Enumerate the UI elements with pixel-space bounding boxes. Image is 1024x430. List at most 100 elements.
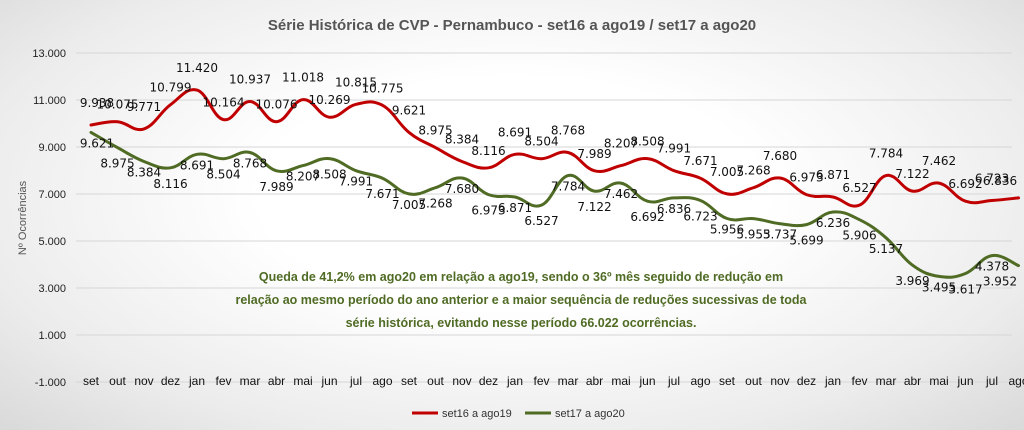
data-label-series-2: 6.723 <box>683 210 717 224</box>
data-label-series-2: 7.122 <box>577 200 611 214</box>
x-tick-label: jun <box>320 374 337 388</box>
y-tick-label: 3.000 <box>38 283 66 295</box>
chart-title: Série Histórica de CVP - Pernambuco - se… <box>268 17 756 34</box>
data-label-series-2: 7.680 <box>445 182 479 196</box>
data-label-series-1: 10.075 <box>97 98 139 112</box>
x-tick-label: mar <box>240 374 261 388</box>
data-label-series-2: 4.378 <box>975 260 1009 274</box>
data-label-series-2: 8.116 <box>153 177 187 191</box>
data-label-series-1: 9.938 <box>80 96 114 110</box>
data-label-series-1: 10.815 <box>335 75 377 89</box>
x-tick-label: jun <box>638 374 655 388</box>
data-label-series-1: 7.680 <box>763 149 797 163</box>
y-tick-label: 7.000 <box>38 189 66 201</box>
data-label-series-2: 5.137 <box>869 242 903 256</box>
x-tick-label: jun <box>956 374 973 388</box>
x-tick-label: jan <box>506 374 523 388</box>
data-label-series-2: 8.975 <box>100 157 134 171</box>
data-label-series-2: 8.508 <box>312 168 346 182</box>
data-label-series-1: 8.504 <box>524 135 558 149</box>
x-tick-label: set <box>719 374 736 388</box>
x-tick-label: jan <box>824 374 841 388</box>
data-label-series-1: 6.836 <box>983 174 1017 188</box>
data-label-series-2: 6.692 <box>630 210 664 224</box>
data-label-series-1: 6.871 <box>816 168 850 182</box>
data-label-series-1: 10.269 <box>309 93 351 107</box>
data-label-series-2: 3.495 <box>922 280 956 294</box>
y-tick-label: 11.000 <box>33 95 66 107</box>
y-tick-label: 9.000 <box>38 142 66 154</box>
x-tick-label: dez <box>479 374 498 388</box>
x-tick-label: out <box>745 374 762 388</box>
data-label-series-2: 7.462 <box>604 187 638 201</box>
data-label-series-2: 8.768 <box>233 156 267 170</box>
x-tick-label: out <box>427 374 444 388</box>
x-tick-label: jul <box>667 374 680 388</box>
data-label-series-1: 11.420 <box>176 61 218 75</box>
x-tick-label: set <box>401 374 418 388</box>
x-tick-label: fev <box>215 374 231 388</box>
x-tick-label: fev <box>851 374 867 388</box>
x-tick-label: nov <box>134 374 153 388</box>
data-label-series-1: 10.937 <box>229 72 271 86</box>
data-label-series-2: 6.527 <box>524 214 558 228</box>
data-label-series-1: 10.775 <box>362 81 404 95</box>
data-label-series-1: 10.799 <box>150 81 192 95</box>
data-label-series-2: 8.384 <box>127 165 161 179</box>
x-tick-label: abr <box>904 374 921 388</box>
data-label-series-2: 3.969 <box>895 274 929 288</box>
data-label-series-1: 6.973 <box>789 171 823 185</box>
data-label-series-2: 7.671 <box>365 187 399 201</box>
data-label-series-1: 6.527 <box>842 181 876 195</box>
x-tick-label: jan <box>188 374 205 388</box>
data-label-series-2: 7.784 <box>551 180 585 194</box>
series-line-set16-ago19 <box>89 88 1020 208</box>
x-tick-label: dez <box>161 374 180 388</box>
data-label-series-1: 8.508 <box>630 135 664 149</box>
data-label-series-2: 3.952 <box>983 275 1017 289</box>
data-label-series-1: 8.975 <box>418 124 452 138</box>
data-label-series-2: 7.989 <box>259 180 293 194</box>
x-tick-label: ago <box>690 374 710 388</box>
x-tick-label: abr <box>268 374 285 388</box>
x-tick-label: nov <box>452 374 471 388</box>
x-tick-label: mar <box>558 374 579 388</box>
x-tick-label: out <box>109 374 126 388</box>
data-label-series-1: 7.671 <box>683 154 717 168</box>
y-tick-label: -1.000 <box>35 377 66 389</box>
data-label-series-2: 5.699 <box>789 234 823 248</box>
data-label-series-2: 5.953 <box>736 228 770 242</box>
data-label-series-1: 7.989 <box>577 147 611 161</box>
x-tick-label: ago <box>1008 374 1024 388</box>
x-tick-label: abr <box>586 374 603 388</box>
x-tick-label: jul <box>349 374 362 388</box>
data-label-series-1: 7.991 <box>657 142 691 156</box>
data-label-series-2: 6.871 <box>498 201 532 215</box>
data-label-series-2: 7.005 <box>392 198 426 212</box>
data-label-series-1: 6.723 <box>975 172 1009 186</box>
x-tick-label: ago <box>372 374 392 388</box>
data-label-series-2: 3.617 <box>948 283 982 297</box>
data-label-series-1: 8.768 <box>551 123 585 137</box>
data-label-series-2: 6.236 <box>816 216 850 230</box>
y-tick-label: 1.000 <box>38 330 66 342</box>
data-label-series-2: 8.691 <box>180 158 214 172</box>
data-label-series-1: 7.122 <box>895 167 929 181</box>
data-label-series-1: 8.207 <box>604 137 638 151</box>
data-label-series-2: 8.504 <box>206 168 240 182</box>
data-label-series-1: 9.621 <box>392 103 426 117</box>
data-label-series-2: 6.973 <box>471 204 505 218</box>
data-label-series-2: 7.991 <box>339 175 373 189</box>
y-tick-label: 5.000 <box>38 236 66 248</box>
data-label-series-1: 7.462 <box>922 154 956 168</box>
x-tick-label: set <box>83 374 100 388</box>
annotation-line: Queda de 41,2% em ago20 em relação a ago… <box>259 270 783 284</box>
x-tick-label: mai <box>611 374 630 388</box>
x-tick-label: mar <box>876 374 897 388</box>
data-label-series-1: 10.164 <box>203 96 245 110</box>
annotation-line: série histórica, evitando nesse período … <box>346 316 697 330</box>
data-label-series-2: 7.268 <box>418 197 452 211</box>
legend-label-set17-ago20: set17 a ago20 <box>555 408 625 420</box>
